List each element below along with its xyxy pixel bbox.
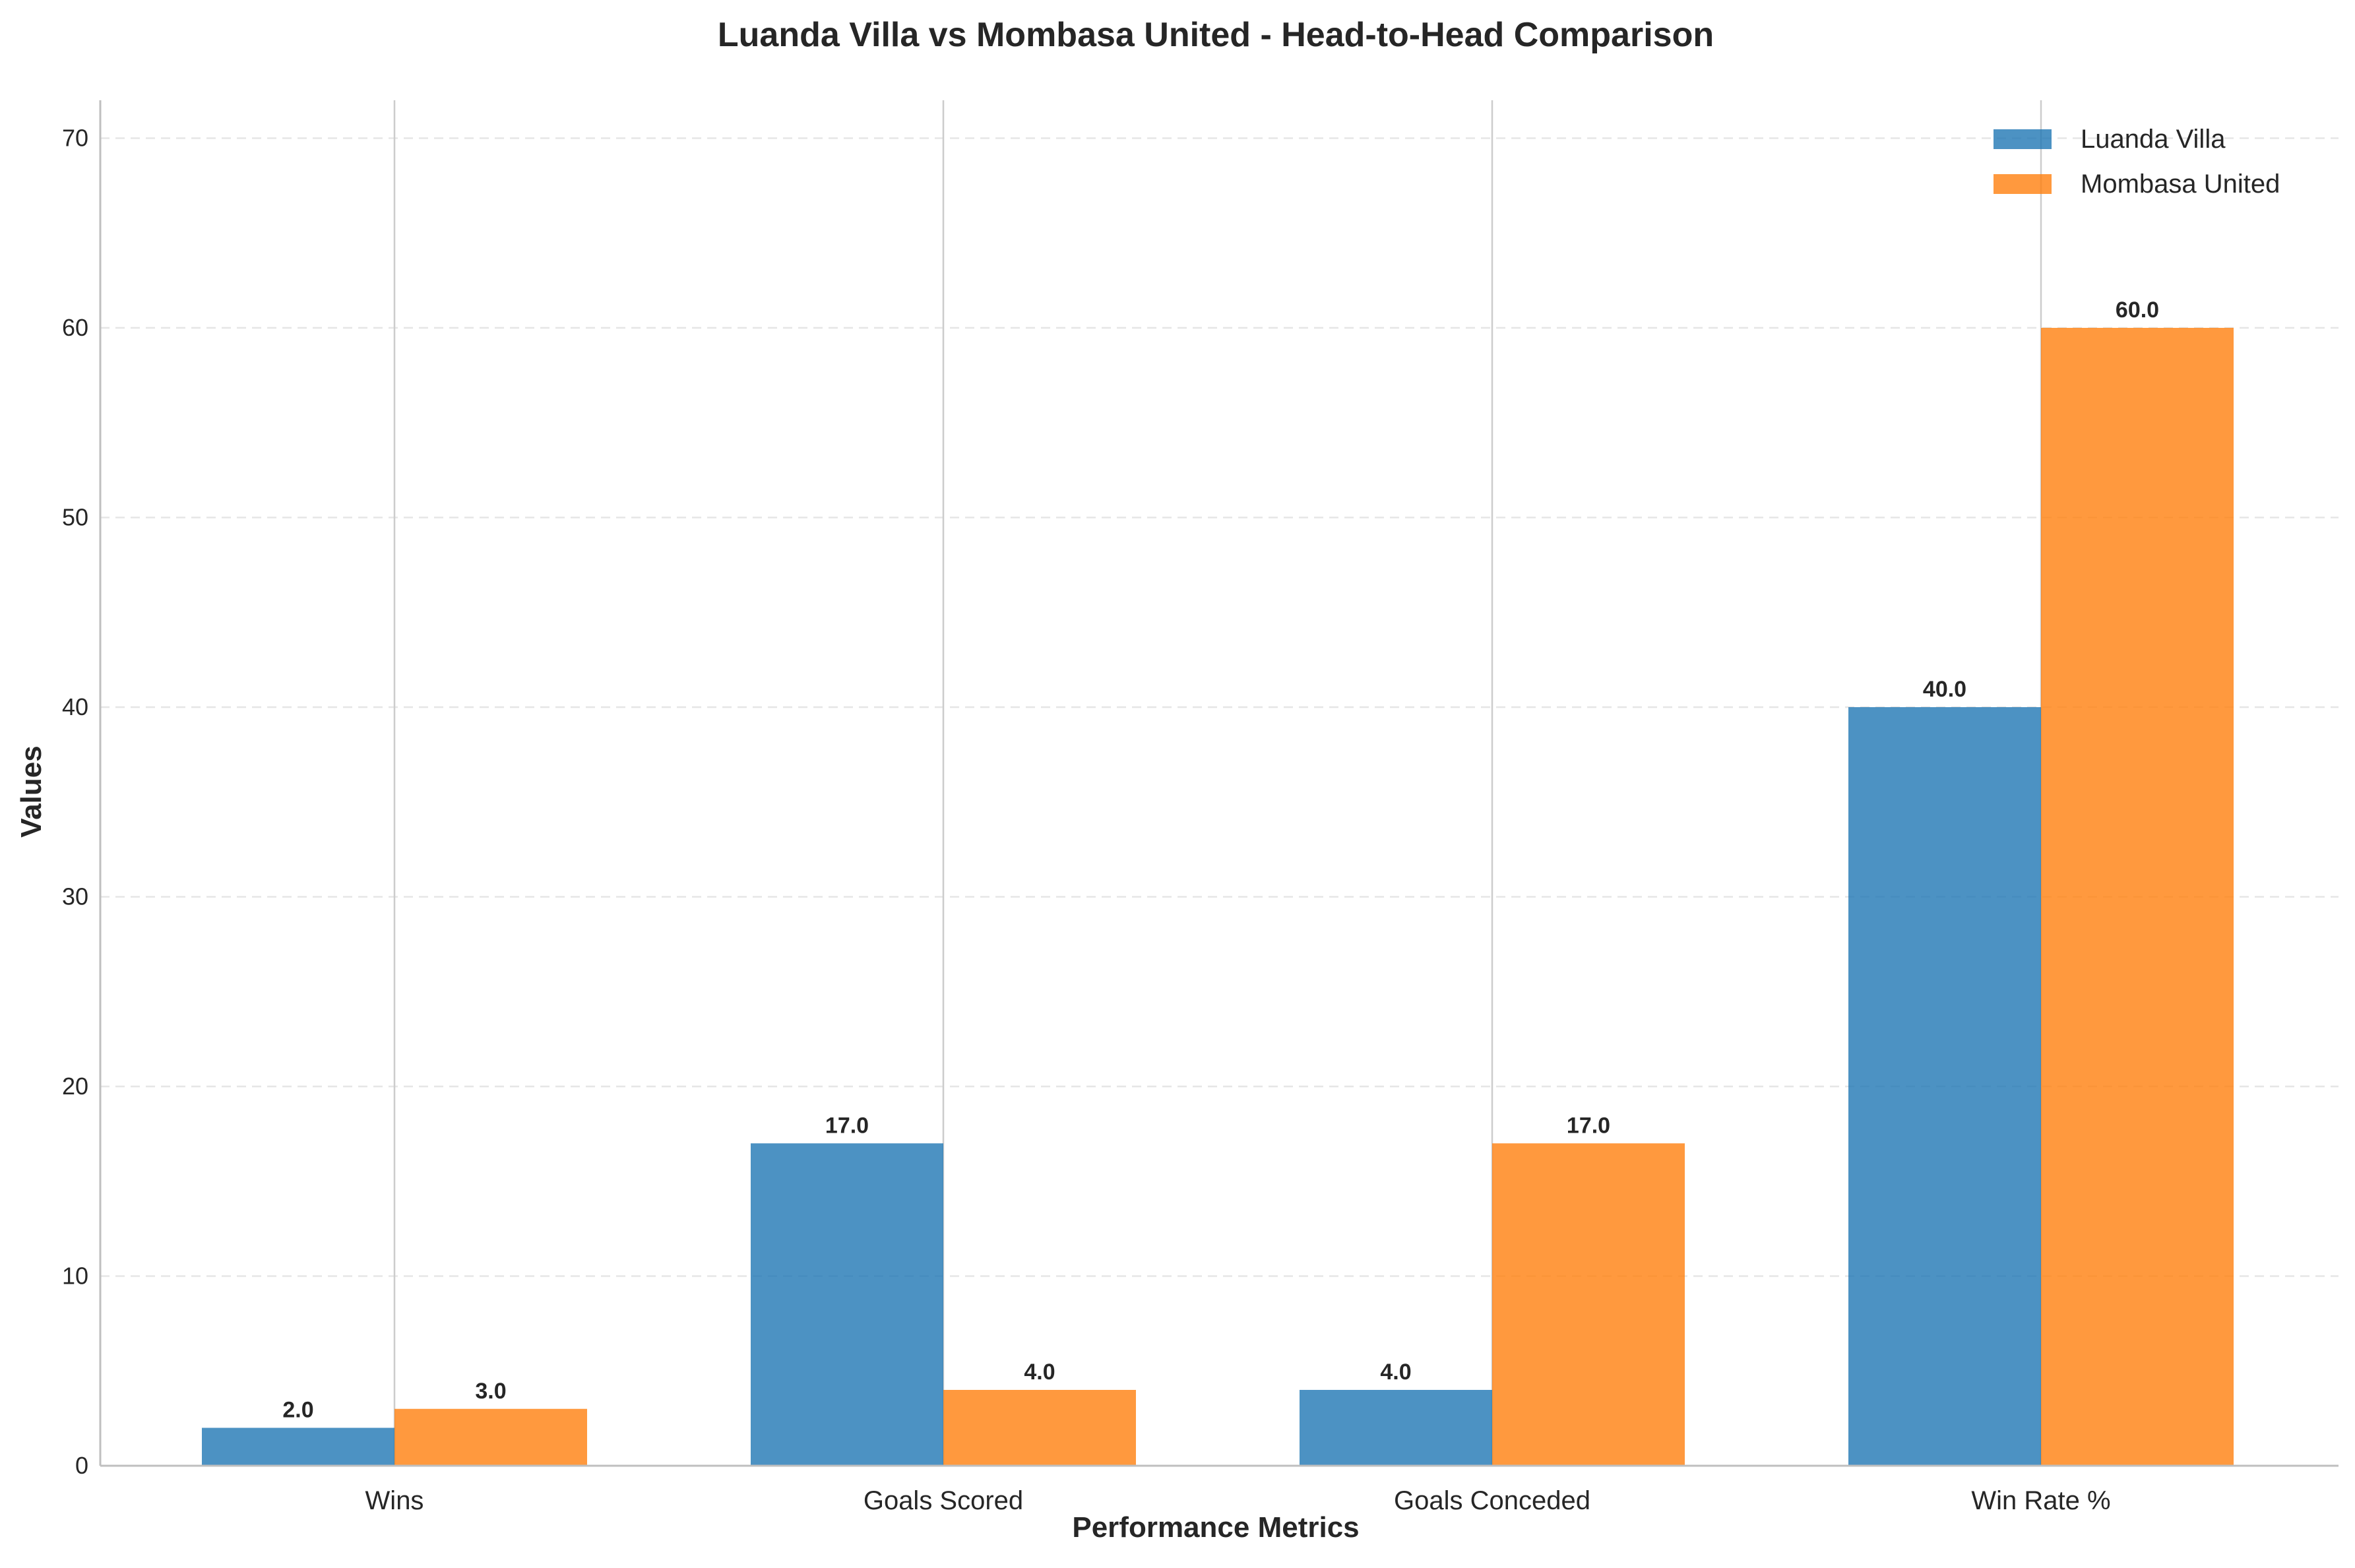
labels-layer: 0 10 20 30 40 50 60 70 2.0 17.0 4.0 40.0 3.0 4.0 17.0 6… bbox=[62, 125, 2159, 1516]
bar-value-label: 4.0 bbox=[1380, 1360, 1411, 1385]
y-tick-label: 50 bbox=[62, 504, 88, 531]
bar bbox=[1300, 1390, 1492, 1466]
legend-swatch bbox=[1994, 129, 2052, 149]
bar bbox=[202, 1427, 394, 1466]
x-tick-label: Goals Scored bbox=[864, 1486, 1023, 1515]
legend-label: Luanda Villa bbox=[2081, 125, 2226, 154]
axes-layer bbox=[99, 100, 2339, 1467]
x-tick-label: Wins bbox=[365, 1486, 424, 1515]
bar bbox=[1492, 1143, 1685, 1466]
bar-value-label: 17.0 bbox=[1567, 1113, 1610, 1138]
legend-label: Mombasa United bbox=[2081, 170, 2280, 199]
y-tick-label: 30 bbox=[62, 883, 88, 910]
bar-value-label: 2.0 bbox=[282, 1398, 313, 1423]
y-tick-label: 0 bbox=[75, 1452, 88, 1479]
x-tick-label: Goals Conceded bbox=[1394, 1486, 1590, 1515]
y-axis-label: Values bbox=[15, 745, 47, 837]
legend-swatch bbox=[1994, 174, 2052, 194]
bar bbox=[1848, 707, 2041, 1466]
bar bbox=[2041, 328, 2234, 1466]
bar bbox=[943, 1390, 1136, 1466]
legend: Luanda Villa Mombasa United bbox=[1994, 125, 2280, 199]
x-axis-label: Performance Metrics bbox=[1072, 1511, 1359, 1544]
bar bbox=[394, 1408, 587, 1466]
bar-value-label: 4.0 bbox=[1024, 1360, 1055, 1385]
x-tick-label: Win Rate % bbox=[1971, 1486, 2110, 1515]
bar-value-label: 60.0 bbox=[2116, 298, 2159, 323]
bars-layer bbox=[202, 328, 2234, 1466]
chart-title: Luanda Villa vs Mombasa United - Head-to… bbox=[718, 16, 1714, 54]
y-tick-label: 40 bbox=[62, 693, 88, 720]
y-tick-label: 70 bbox=[62, 125, 88, 152]
y-tick-label: 20 bbox=[62, 1073, 88, 1100]
bar bbox=[751, 1143, 943, 1466]
bar-value-label: 3.0 bbox=[475, 1379, 506, 1404]
bar-value-label: 17.0 bbox=[825, 1113, 869, 1138]
bar-value-label: 40.0 bbox=[1923, 677, 1966, 702]
y-tick-label: 60 bbox=[62, 314, 88, 341]
y-tick-label: 10 bbox=[62, 1263, 88, 1290]
